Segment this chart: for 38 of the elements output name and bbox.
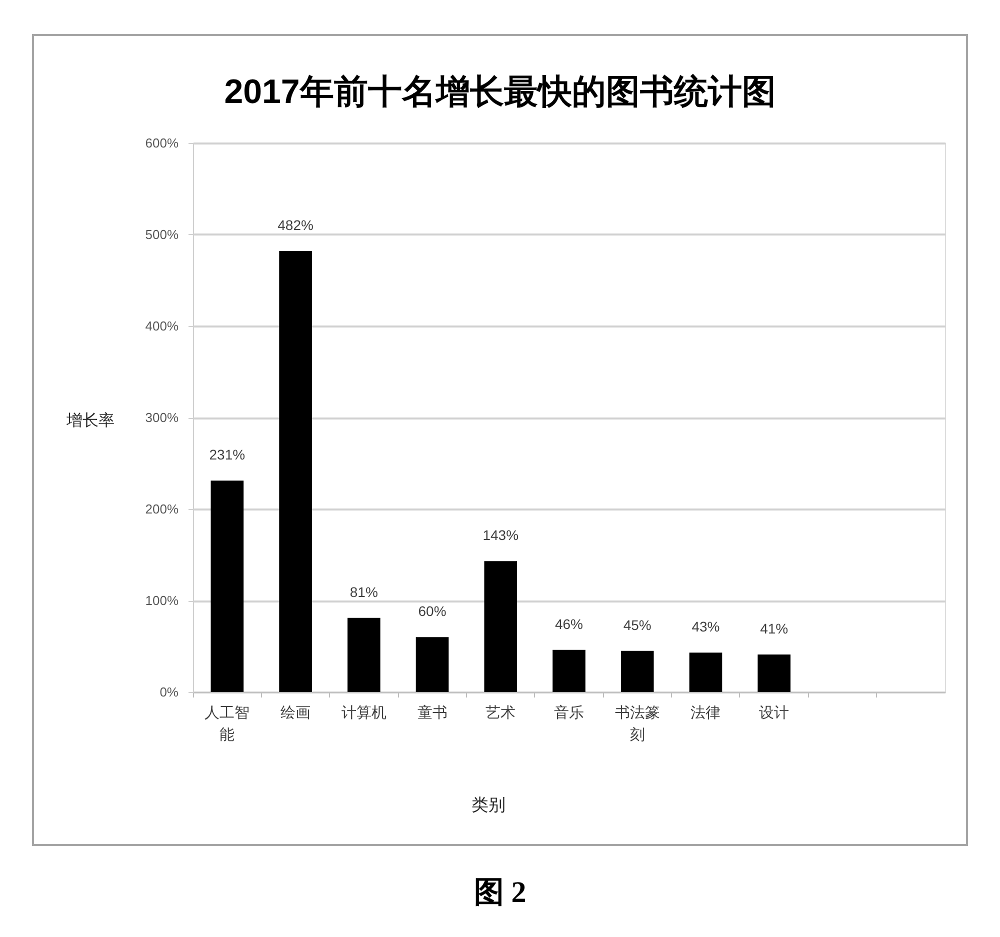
y-tick-label: 600% xyxy=(145,136,179,150)
y-tick-label: 500% xyxy=(145,227,179,242)
x-tick-label: 人工智能 xyxy=(204,704,250,744)
data-label: 60% xyxy=(418,603,446,620)
y-tick-label: 100% xyxy=(145,593,179,608)
bar xyxy=(689,652,722,692)
bar xyxy=(758,654,790,692)
data-label: 143% xyxy=(482,527,519,544)
data-label: 45% xyxy=(623,616,652,633)
x-tick-label: 设计 xyxy=(759,704,790,722)
x-tick-label: 艺术 xyxy=(486,704,516,722)
x-tick-label: 法律 xyxy=(690,704,721,722)
bar xyxy=(279,250,312,692)
y-tick-label: 0% xyxy=(160,684,179,700)
y-axis-title: 增长率 xyxy=(66,412,114,430)
x-tick-label: 书法篆刻 xyxy=(614,704,660,744)
data-label: 231% xyxy=(209,446,246,463)
data-label: 43% xyxy=(692,618,720,635)
bar xyxy=(210,480,244,692)
x-tick-label: 计算机 xyxy=(341,704,386,722)
bar xyxy=(416,637,449,692)
y-tick-label: 200% xyxy=(145,502,179,516)
data-label: 41% xyxy=(760,620,788,636)
chart-title: 2017年前十名增长最快的图书统计图 xyxy=(224,73,776,111)
y-tick-label: 300% xyxy=(145,410,179,425)
data-label: 46% xyxy=(554,616,584,632)
x-axis-title: 类别 xyxy=(472,796,506,814)
bar xyxy=(552,650,586,692)
caption: 图 2 xyxy=(474,876,526,909)
data-label: 81% xyxy=(350,584,378,600)
data-label: 482% xyxy=(278,216,314,233)
bar xyxy=(484,561,518,692)
y-tick-label: 400% xyxy=(145,318,179,334)
bar xyxy=(348,618,380,692)
x-tick-label: 绘画 xyxy=(280,704,311,722)
x-tick-label: 音乐 xyxy=(554,704,584,722)
bar xyxy=(620,650,654,692)
x-tick-label: 童书 xyxy=(417,704,448,722)
